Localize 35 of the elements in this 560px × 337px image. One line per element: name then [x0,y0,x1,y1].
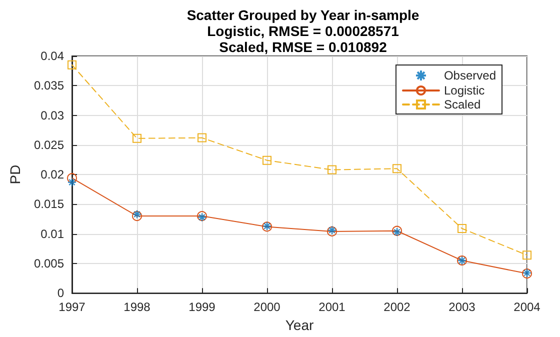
y-tick-label: 0.005 [34,256,64,270]
legend-label: Logistic [444,84,485,98]
point [522,250,532,260]
point [67,178,77,187]
point [68,60,76,70]
y-axis-title: PD [7,164,23,184]
x-tick-label: 1998 [124,300,151,314]
y-tick-label: 0 [57,286,64,300]
y-tick-label: 0.04 [40,49,64,63]
point [198,133,206,142]
point [132,211,142,222]
x-tick-label: 2002 [384,300,411,314]
legend-label: Observed [444,68,496,82]
point [392,164,402,174]
legend-label: Scaled [444,98,481,112]
x-tick-label: 2001 [318,300,346,314]
chart-title: Scatter Grouped by Year in-sample Logistic, RMSE = 0.00028571 Scaled, RMSE = 0.010892 [186,7,420,55]
point [132,134,142,143]
x-tick-label: 2004 [514,300,541,314]
y-tick-label: 0.015 [34,197,64,212]
point [262,156,272,165]
y-tick-label: 0.025 [34,138,64,152]
x-tick-label: 2003 [448,300,476,314]
point [328,165,336,174]
y-tick-label: 0.035 [34,78,64,93]
x-tick-label: 2000 [254,300,281,314]
point [458,224,466,233]
point [67,173,77,184]
x-tick-label: 1999 [188,300,216,314]
y-tick-label: 0.02 [40,168,64,182]
x-tick-label: 1997 [58,300,86,314]
y-tick-label: 0.01 [40,226,64,241]
point [132,210,142,219]
y-tick-label: 0.03 [40,108,64,122]
x-axis-title: Year [285,317,314,333]
